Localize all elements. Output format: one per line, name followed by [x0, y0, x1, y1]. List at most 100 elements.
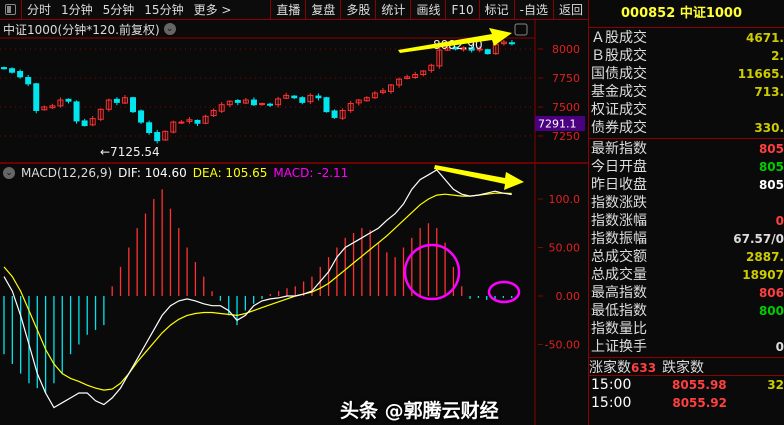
candle-body	[339, 109, 346, 119]
period-tab-15min[interactable]: 15分钟	[144, 2, 184, 17]
multi-stock-button[interactable]: 多股	[340, 0, 375, 19]
period-tab-more[interactable]: 更多 >	[193, 2, 232, 17]
tick-time: 15:00	[591, 377, 632, 393]
period-tab-1min[interactable]: 1分钟	[61, 2, 93, 17]
statistics-button[interactable]: 统计	[375, 0, 410, 19]
candle-body	[130, 97, 136, 113]
macd-indicator-label[interactable]: MACD(12,26,9)	[21, 166, 113, 180]
mark-button[interactable]: 标记	[478, 0, 514, 19]
tick-row: 15:00 8055.98 32	[589, 376, 784, 394]
candle-body	[138, 110, 145, 123]
stat-value: 713.	[754, 85, 784, 99]
stat-row: 最高指数 806	[589, 284, 784, 302]
candle-body	[242, 99, 249, 104]
stat-label: 总成交额	[591, 249, 647, 265]
candle-body	[299, 97, 306, 103]
candle-body	[65, 98, 72, 102]
candle-body	[476, 48, 483, 51]
candle-body	[226, 100, 233, 106]
stat-row: Ｂ股成交 2.	[589, 47, 784, 65]
back-button[interactable]: 返回	[552, 0, 588, 19]
candle-body	[444, 47, 451, 51]
tick-price: 8055.98	[672, 378, 727, 392]
current-price-value: 7291.1	[538, 118, 577, 131]
replay-button[interactable]: 复盘	[305, 0, 340, 19]
tick-row: 15:00 8055.92	[589, 394, 784, 412]
stat-label: 指数量比	[591, 321, 647, 337]
stat-label: 最低指数	[591, 303, 647, 319]
stat-label: Ａ股成交	[591, 30, 647, 46]
stat-label: Ｂ股成交	[591, 48, 647, 64]
annotation-arrow	[398, 28, 512, 53]
chart-area[interactable]: 80007750750072508082.90←7125.547291.1100…	[0, 20, 588, 425]
up-count-label: 涨家数	[589, 360, 631, 376]
up-count: 633	[631, 361, 657, 375]
stat-row: 上证换手 0	[589, 338, 784, 356]
stat-value: 4671.	[746, 31, 784, 45]
current-price-tag	[535, 116, 585, 131]
candle-body	[9, 68, 16, 73]
stat-row: 国债成交 11665.	[589, 65, 784, 83]
draw-line-button[interactable]: 画线	[410, 0, 445, 19]
macd-axis-label: -50.00	[545, 339, 580, 352]
stat-label: 基金成交	[591, 84, 647, 100]
candle-body	[33, 83, 40, 111]
stat-value: 805	[758, 160, 784, 174]
stat-row: 指数涨跌	[589, 194, 784, 212]
candle-body	[452, 46, 459, 50]
stat-row: 基金成交 713.	[589, 83, 784, 101]
stat-value: 0	[775, 214, 784, 228]
period-tab-5min[interactable]: 5分钟	[102, 2, 135, 17]
dea-value: DEA: 105.65	[192, 166, 268, 180]
price-axis-label: 7250	[552, 130, 580, 143]
stat-value: 67.57/0	[733, 232, 784, 246]
index-header: 000852 中证1000	[589, 0, 784, 28]
annotation-circle	[403, 243, 461, 301]
candle-body	[49, 105, 56, 109]
candle-body	[105, 99, 112, 110]
dea-line	[3, 192, 512, 391]
candle-body	[396, 78, 403, 86]
down-count-label: 跌家数	[662, 360, 705, 376]
chevron-down-icon[interactable]: ⌄	[3, 167, 15, 179]
period-tab-fenshi[interactable]: 分时	[21, 0, 56, 19]
toolbar: 分时 1分钟 5分钟 15分钟 更多 > 直播 复盘 多股 统计 画线 F10 …	[0, 0, 588, 20]
stat-label: 昨日收盘	[591, 177, 647, 193]
remove-watchlist-button[interactable]: -自选	[513, 0, 553, 19]
tick-time: 15:00	[591, 395, 632, 411]
candle-body	[81, 120, 88, 127]
candle-body	[371, 92, 378, 99]
candle-body	[121, 97, 128, 104]
stat-row: 昨日收盘 805	[589, 176, 784, 194]
index-name: 中证1000	[679, 6, 742, 21]
advance-decline-row: 涨家数 633 跌家数	[589, 358, 784, 376]
candle-body	[460, 47, 467, 51]
stat-label: 指数涨幅	[591, 213, 647, 229]
tick-list: 15:00 8055.98 32 15:00 8055.92	[589, 376, 784, 412]
trade-volume-group: Ａ股成交 4671. Ｂ股成交 2. 国债成交 11665. 基金成交 713. 权证成交 债券成…	[589, 28, 784, 139]
live-button[interactable]: 直播	[270, 0, 305, 19]
stat-row: 最新指数 805	[589, 140, 784, 158]
dif-line	[3, 169, 512, 409]
stat-row: 总成交额 2887.	[589, 248, 784, 266]
index-stats-group: 最新指数 805 今日开盘 805 昨日收盘 805 指数涨跌 指数涨幅 0 指数振幅 67.57/…	[589, 139, 784, 358]
candle-body	[25, 77, 32, 85]
candle-body	[355, 99, 362, 104]
candle-body	[275, 98, 282, 106]
candle-body	[17, 71, 24, 78]
tick-volume: 32	[767, 378, 784, 392]
stat-row: 今日开盘 805	[589, 158, 784, 176]
price-axis-label: 7750	[552, 72, 580, 85]
stat-row: 债券成交 330.	[589, 119, 784, 137]
stat-row: 指数量比	[589, 320, 784, 338]
macd-value: MACD: -2.11	[273, 166, 349, 180]
f10-button[interactable]: F10	[445, 0, 478, 19]
candle-body	[259, 103, 265, 106]
candle-body	[97, 108, 104, 120]
window-toggle-icon[interactable]	[5, 4, 16, 15]
candle-body	[146, 122, 153, 134]
chevron-down-icon[interactable]: ⌄	[163, 23, 176, 35]
stat-value: 806	[758, 286, 784, 300]
candle-body	[307, 94, 314, 103]
candle-body	[347, 103, 354, 111]
